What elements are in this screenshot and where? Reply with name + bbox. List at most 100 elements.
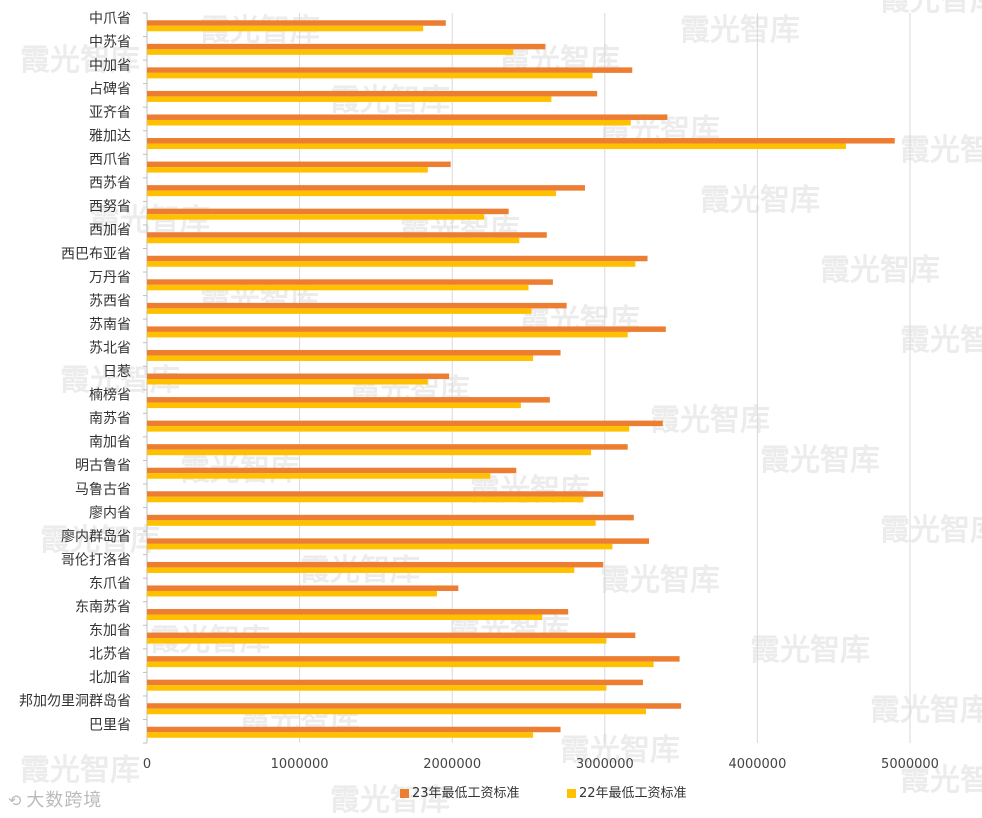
- watermark-text: 霞光智库: [880, 0, 982, 18]
- bar-22: [147, 520, 596, 526]
- bar-23: [147, 726, 561, 733]
- bar-23: [147, 585, 459, 591]
- legend: 23年最低工资标准 22年最低工资标准: [400, 786, 687, 801]
- bar-22: [147, 308, 532, 314]
- bar-23: [147, 514, 634, 521]
- watermark-text: 霞光智库: [700, 183, 820, 218]
- bar-23: [147, 444, 628, 450]
- category-label: 西巴布亚省: [61, 246, 131, 262]
- bar-22: [147, 426, 630, 432]
- bar-23: [147, 185, 585, 191]
- category-label: 南加省: [89, 435, 131, 451]
- watermark-text: 霞光智库: [650, 403, 770, 438]
- bar-23: [147, 67, 633, 73]
- watermark-text: 霞光智库: [20, 753, 140, 788]
- category-label: 苏西省: [89, 293, 131, 309]
- bar-23: [147, 656, 680, 662]
- bar-23: [147, 255, 648, 262]
- watermark-text: 霞光智库: [750, 633, 870, 668]
- watermark-text: 霞光智库: [870, 693, 982, 728]
- category-label: 雅加达: [89, 129, 131, 145]
- watermark-text: 霞光智库: [760, 443, 880, 478]
- x-tick-label: 1000000: [271, 757, 329, 772]
- category-label: 中爪省: [89, 11, 131, 27]
- watermark-text: 霞光智库: [900, 133, 982, 168]
- bar-22: [147, 119, 631, 126]
- bar-23: [147, 632, 636, 639]
- category-label: 哥伦打洛省: [61, 551, 131, 568]
- bar-22: [147, 355, 534, 361]
- bar-22: [147, 661, 654, 668]
- x-tick-label: 0: [143, 757, 151, 772]
- category-label: 邦加勿里洞群岛省: [19, 694, 131, 710]
- bar-22: [147, 143, 846, 150]
- brand-logo: ⟲ 大数跨境: [8, 786, 102, 812]
- bar-22: [147, 331, 628, 338]
- bar-23: [147, 326, 666, 332]
- bars-layer: [147, 20, 895, 738]
- category-label: 楠榜省: [89, 387, 131, 404]
- bar-22: [147, 732, 534, 738]
- brand-text: 大数跨境: [26, 790, 103, 811]
- category-labels: 中爪省中苏省中加省占碑省亚齐省雅加达西爪省西苏省西努省西加省西巴布亚省万丹省苏西…: [19, 11, 131, 734]
- watermark-text: 霞光智库: [560, 733, 680, 768]
- bar-22: [147, 214, 485, 220]
- bar-22: [147, 614, 543, 621]
- category-label: 西苏省: [89, 176, 131, 192]
- legend-label-22: 22年最低工资标准: [579, 786, 687, 801]
- watermark-text: 霞光智库: [900, 323, 982, 358]
- bar-22: [147, 96, 552, 102]
- bar-22: [147, 284, 529, 291]
- bar-23: [147, 279, 553, 285]
- bar-23: [147, 349, 561, 356]
- bar-23: [147, 161, 451, 168]
- bar-23: [147, 373, 450, 380]
- bar-23: [147, 679, 643, 686]
- bar-23: [147, 43, 546, 50]
- watermark-text: 霞光智库: [20, 43, 140, 78]
- bar-23: [147, 90, 598, 97]
- category-label: 亚齐省: [89, 105, 131, 121]
- category-label: 中苏省: [89, 34, 131, 50]
- category-label: 南苏省: [89, 411, 131, 427]
- bar-22: [147, 449, 592, 456]
- bar-22: [147, 25, 424, 32]
- bar-22: [147, 496, 584, 503]
- bar-22: [147, 379, 428, 385]
- category-label: 日惹: [103, 364, 131, 380]
- bar-23: [147, 232, 547, 238]
- bar-22: [147, 543, 613, 550]
- bar-23: [147, 491, 604, 497]
- category-label: 万丹省: [89, 270, 131, 286]
- category-label: 东南苏省: [75, 600, 131, 616]
- watermark-text: 霞光智库: [600, 563, 720, 598]
- bar-23: [147, 138, 895, 144]
- bar-22: [147, 685, 607, 691]
- bar-22: [147, 261, 636, 267]
- bar-23: [147, 420, 663, 427]
- bar-22: [147, 402, 521, 409]
- bar-22: [147, 473, 491, 479]
- category-label: 西努省: [89, 199, 131, 215]
- bar-22: [147, 72, 593, 79]
- bar-22: [147, 708, 647, 715]
- bar-23: [147, 302, 567, 309]
- category-label: 西爪省: [89, 152, 131, 168]
- bar-22: [147, 590, 437, 597]
- category-label: 马鲁古省: [75, 482, 131, 498]
- bar-23: [147, 561, 604, 568]
- bar-22: [147, 190, 556, 197]
- bar-23: [147, 609, 569, 615]
- watermark-text: 霞光智库: [330, 783, 450, 818]
- bar-22: [147, 49, 514, 55]
- x-tick-labels: 0 1000000 2000000 3000000 4000000 5000000: [143, 757, 939, 772]
- category-label: 西加省: [89, 223, 131, 239]
- bar-23: [147, 467, 517, 474]
- legend-swatch-22: [567, 789, 576, 798]
- category-label: 巴里省: [89, 717, 131, 733]
- watermark-text: 霞光智库: [880, 513, 982, 548]
- x-tick-label: 2000000: [423, 757, 481, 772]
- watermark-text: 霞光智库: [680, 13, 800, 48]
- x-tick-label: 5000000: [881, 757, 939, 772]
